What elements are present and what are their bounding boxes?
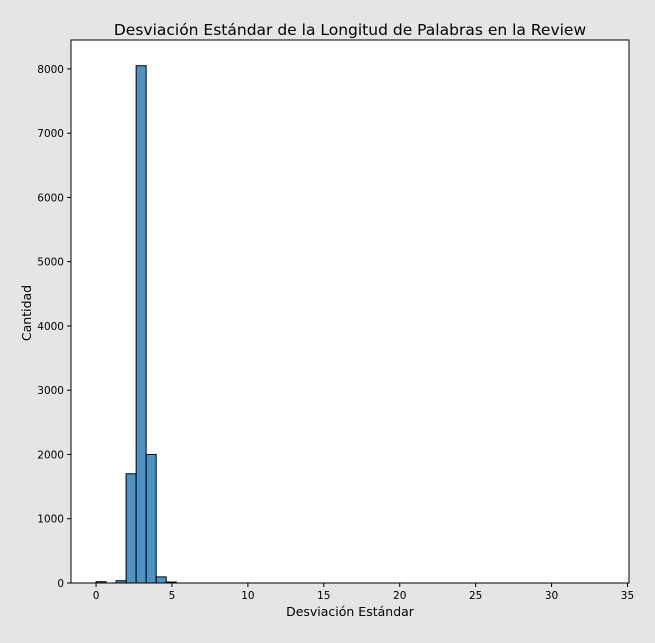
x-tick-label: 25 [469,590,482,602]
x-axis-label: Desviación Estándar [286,604,415,619]
x-tick-label: 15 [317,590,330,602]
y-tick-label: 6000 [37,192,64,204]
x-tick-label: 0 [93,590,100,602]
y-tick-label: 7000 [37,128,64,140]
histogram-bar-4 [135,65,147,584]
plot-frame [70,39,630,584]
x-axis-ticks: 0 5 10 15 20 25 30 35 [93,583,634,602]
histogram-bar-5 [145,453,157,584]
y-tick-label: 4000 [37,321,64,333]
x-tick-label: 10 [241,590,254,602]
y-tick-label: 3000 [37,385,64,397]
x-tick-label: 35 [621,590,634,602]
y-tick-label: 1000 [37,514,64,526]
x-tick-label: 20 [393,590,406,602]
chart-title: Desviación Estándar de la Longitud de Pa… [114,21,587,39]
y-tick-label: 8000 [37,64,64,76]
histogram-bar-3 [125,473,137,584]
y-axis-ticks: 0 1000 2000 3000 4000 5000 6000 7000 8000 [37,64,71,590]
x-tick-label: 30 [545,590,558,602]
x-tick-label: 5 [169,590,176,602]
y-tick-label: 2000 [37,449,64,461]
plot-area [71,40,629,583]
y-tick-label: 5000 [37,257,64,269]
y-tick-label: 0 [57,578,64,590]
y-axis-label: Cantidad [19,285,34,341]
histogram-bar-6 [155,576,167,584]
